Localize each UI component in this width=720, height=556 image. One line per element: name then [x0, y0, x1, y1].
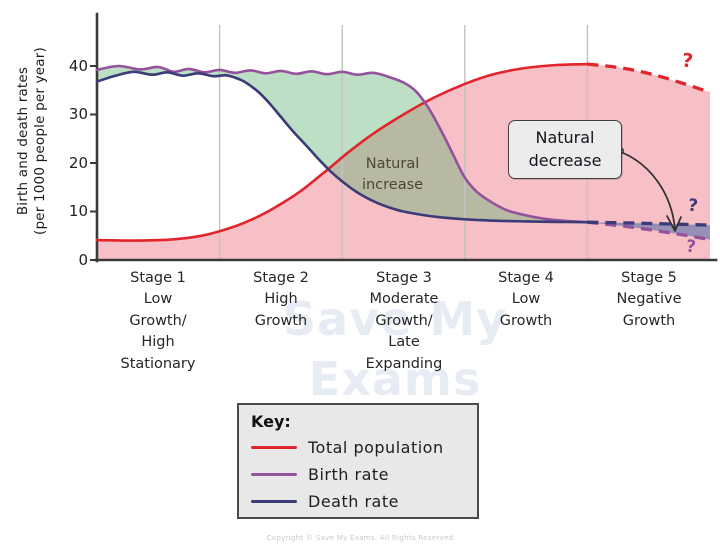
birth-rate-swatch [251, 472, 297, 477]
stage-4-desc: Low Growth [499, 291, 553, 329]
stage-3-desc: Moderate Growth/ Late Expanding [365, 291, 443, 372]
total-population-line-dashed [587, 62, 711, 94]
stage-5-desc: Negative Growth [616, 291, 682, 329]
key-title: Key: [251, 412, 291, 431]
natural-decrease-callout: Natural decrease [508, 120, 622, 179]
stage-3-title: Stage 3 [376, 270, 432, 286]
natural-increase-label: Natural increase [361, 156, 424, 193]
key-label-total-population: Total population [308, 438, 444, 457]
question-mark-death-rate: ? [686, 195, 699, 217]
question-mark-birth-rate: ? [684, 236, 697, 258]
total-population-line [95, 62, 589, 242]
stage-5-label: Stage 5 Negative Growth [574, 268, 720, 332]
stage-1-label: Stage 1 Low Growth/ High Stationary [83, 268, 233, 375]
stage-2-title: Stage 2 [253, 270, 309, 286]
question-mark-total-population: ? [680, 49, 695, 73]
stage-2-label: Stage 2 High Growth [206, 268, 356, 332]
y-tick-label-10: 10 [68, 202, 88, 220]
y-tick-marks [90, 65, 97, 261]
key-row-birth-rate: Birth rate [251, 465, 465, 484]
death-rate-swatch [251, 499, 297, 504]
birth-rate-line [95, 64, 589, 224]
annotation-arrow [620, 151, 676, 231]
y-tick-label-0: 0 [78, 251, 88, 269]
birth-rate-line-dashed [587, 220, 711, 242]
stage-2-desc: High Growth [254, 291, 308, 329]
stage-3-label: Stage 3 Moderate Growth/ Late Expanding [329, 268, 479, 375]
key-row-death-rate: Death rate [251, 492, 465, 511]
natural-decrease-area [587, 222, 710, 240]
stage-1-title: Stage 1 [130, 270, 186, 286]
stage-5-title: Stage 5 [621, 270, 677, 286]
key-label-death-rate: Death rate [308, 492, 399, 511]
stage-4-label: Stage 4 Low Growth [451, 268, 601, 332]
total-population-swatch [251, 445, 297, 450]
key-row-total-population: Total population [251, 438, 465, 457]
stage-4-title: Stage 4 [498, 270, 554, 286]
annotation-arrowhead [666, 215, 682, 232]
y-tick-label-30: 30 [68, 105, 88, 123]
stage-1-desc: Low Growth/ High Stationary [120, 291, 196, 372]
y-tick-label-20: 20 [68, 154, 88, 172]
key-label-birth-rate: Birth rate [308, 465, 389, 484]
y-tick-label-40: 40 [68, 57, 88, 75]
y-axis-label: Birth and death rates (per 1000 people p… [15, 47, 48, 235]
death-rate-line [95, 70, 589, 224]
key-legend: Key: Total population Birth rate Death r… [237, 403, 479, 519]
total-population-area [97, 63, 710, 260]
copyright-text: Copyright © Save My Exams. All Rights Re… [266, 534, 454, 542]
